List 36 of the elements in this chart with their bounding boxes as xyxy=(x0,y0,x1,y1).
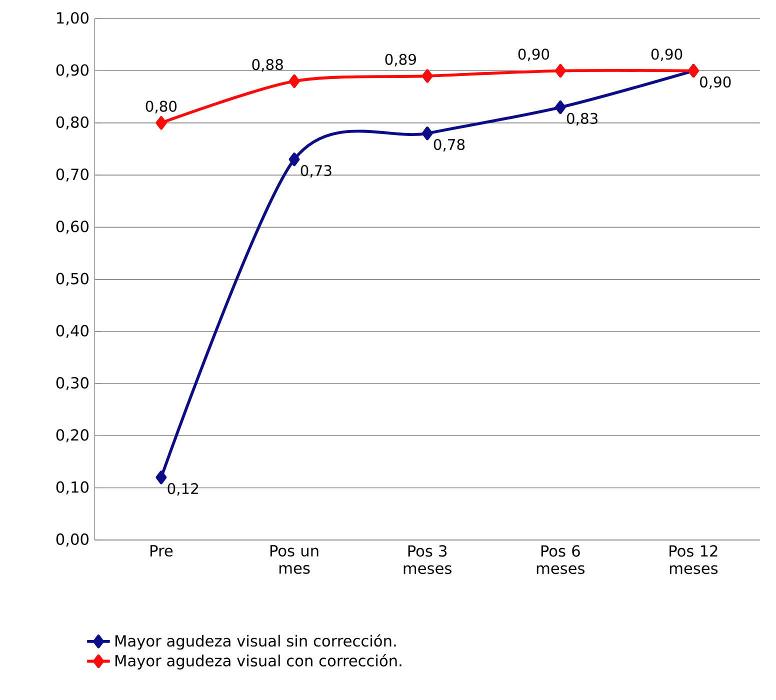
y-tick-label: 0,30 xyxy=(56,377,88,390)
point xyxy=(156,116,167,130)
data-label: 0,90 xyxy=(700,76,731,89)
y-tick-label: 0,20 xyxy=(56,429,88,442)
point xyxy=(554,64,566,78)
data-label: 0,88 xyxy=(252,59,283,72)
y-tick-label: 0,40 xyxy=(56,324,88,338)
data-label: 0,78 xyxy=(434,138,465,152)
legend-label: Mayor agudeza visual con corrección. xyxy=(115,654,402,670)
y-tick-label: 0,60 xyxy=(56,220,88,234)
data-label: 0,83 xyxy=(566,112,598,126)
y-tick-label: 0,10 xyxy=(56,481,88,494)
point xyxy=(156,470,167,484)
y-tick-label: 0,70 xyxy=(56,168,88,182)
data-label: 0,90 xyxy=(518,48,550,62)
point xyxy=(422,69,433,83)
legend-label: Mayor agudeza visual sin corrección. xyxy=(115,634,396,650)
point xyxy=(554,100,566,114)
y-tick-label: 1,00 xyxy=(57,12,88,26)
point xyxy=(288,74,300,88)
data-label: 0,89 xyxy=(385,54,416,66)
x-tick-label: Pos 3 meses xyxy=(404,545,452,574)
x-tick-label: Pre xyxy=(150,545,173,557)
y-tick-label: 0,90 xyxy=(56,64,88,78)
point xyxy=(422,126,433,140)
data-label: 0,90 xyxy=(651,48,682,62)
y-tick-label: 0,50 xyxy=(56,272,88,286)
y-tick-label: 0,00 xyxy=(56,533,88,547)
x-tick-label: Pos 12 meses xyxy=(670,545,718,574)
y-tick-label: 0,80 xyxy=(56,116,88,130)
data-label: 0,12 xyxy=(168,483,198,496)
point xyxy=(288,152,300,166)
x-tick-label: Pos un mes xyxy=(270,545,318,574)
x-tick-label: Pos 6 meses xyxy=(536,545,585,574)
data-label: 0,73 xyxy=(300,165,332,178)
data-label: 0,80 xyxy=(146,100,177,114)
